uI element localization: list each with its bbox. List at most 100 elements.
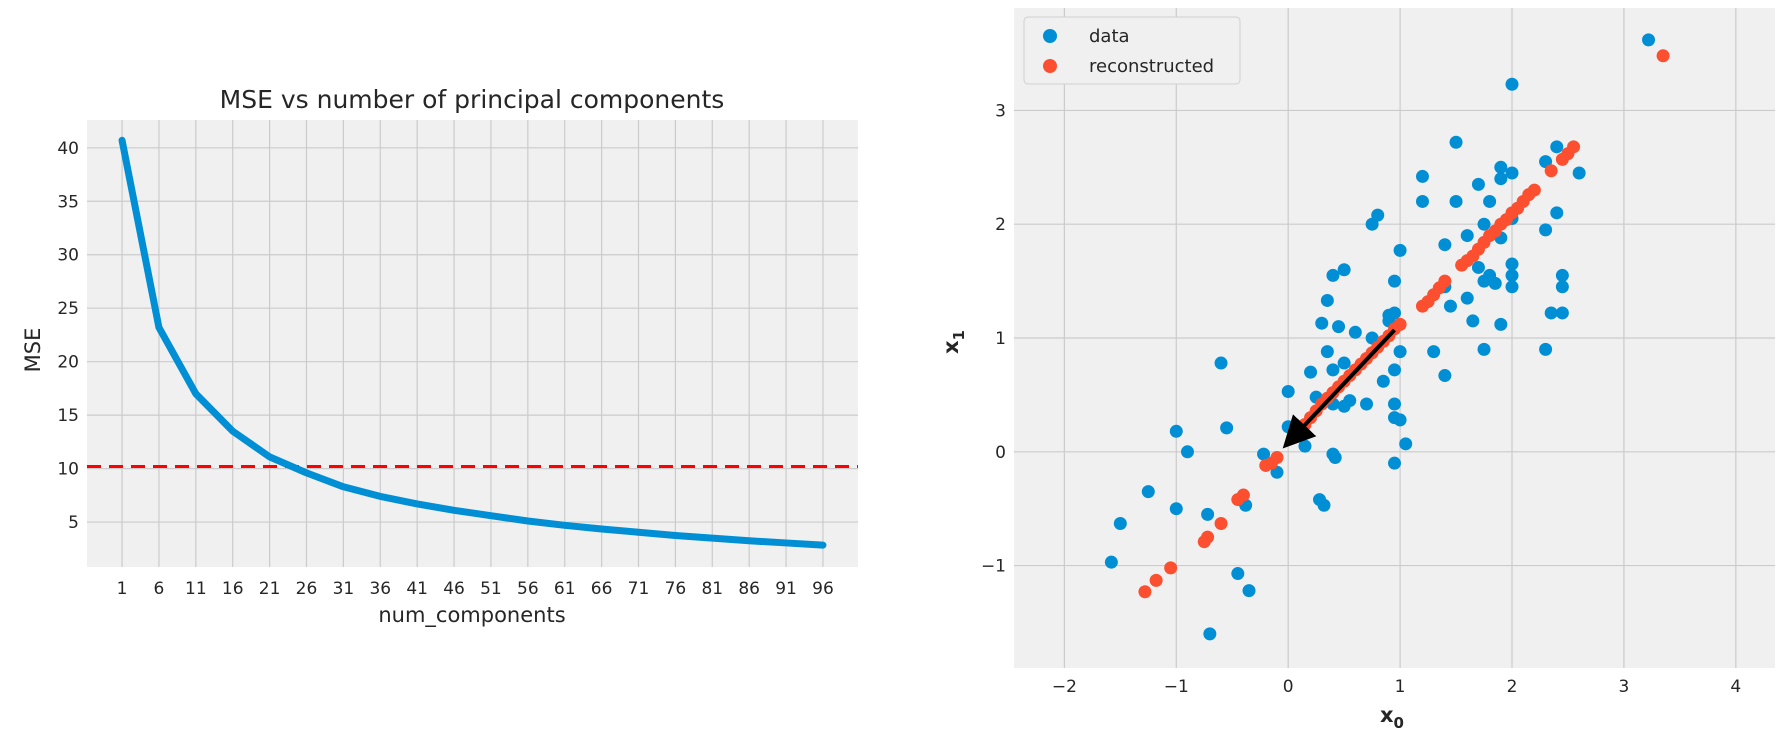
mse-x-tick-label: 1 [117, 579, 128, 599]
mse-chart-grid [87, 120, 858, 567]
data-point [1169, 424, 1183, 438]
data-point [1388, 363, 1401, 377]
data-point [1505, 77, 1519, 91]
data-point [1317, 498, 1331, 512]
mse-curve [118, 136, 827, 549]
data-point [1281, 384, 1295, 398]
pca-y-tick-label: 1 [995, 329, 1006, 349]
data-point [1304, 365, 1318, 379]
data-point [1427, 345, 1441, 359]
data-point [1298, 439, 1312, 453]
legend-box [1023, 16, 1241, 85]
pca-x-tick-label: 4 [1730, 677, 1741, 697]
data-point [1242, 584, 1256, 598]
data-point [1539, 223, 1553, 237]
mse-x-tick-label: 96 [812, 579, 834, 599]
data-point [1388, 397, 1401, 411]
reconstructed-point [1164, 561, 1178, 575]
data-point [1642, 33, 1656, 47]
pca-scatter-x-ticks: −2 −1 0 1 2 3 4 [1052, 677, 1741, 697]
data-point [1328, 450, 1342, 464]
mse-x-tick-label: 11 [185, 579, 207, 599]
mse-y-tick-label: 5 [68, 513, 79, 533]
mse-chart-y-axis-title: MSE [21, 328, 45, 373]
data-point [1348, 325, 1362, 339]
data-point [1477, 217, 1491, 231]
principal-component-arrow [1282, 328, 1396, 449]
data-point [1337, 399, 1351, 413]
pca-x-tick-label: −2 [1052, 677, 1077, 697]
pca-x-tick-label: 2 [1507, 677, 1518, 697]
data-point [1201, 507, 1215, 521]
data-point [1169, 502, 1183, 516]
data-point [1550, 140, 1564, 154]
legend-data-label: data [1089, 26, 1130, 47]
data-point [1438, 369, 1452, 383]
data-point [1505, 268, 1519, 282]
mse-x-tick-label: 21 [259, 579, 281, 599]
data-point [1220, 421, 1234, 435]
legend-data-marker [1043, 29, 1057, 43]
data-point [1505, 280, 1519, 294]
data-point [1505, 257, 1519, 271]
mse-x-tick-label: 86 [738, 579, 760, 599]
data-point [1572, 166, 1586, 180]
mse-chart-title: MSE vs number of principal components [220, 85, 725, 114]
mse-y-tick-label: 10 [57, 460, 79, 480]
data-point [1471, 260, 1485, 274]
pca-y-tick-label: 3 [995, 101, 1006, 121]
mse-x-tick-label: 91 [775, 579, 797, 599]
mse-x-tick-label: 46 [443, 579, 465, 599]
pca-scatter-legend: data reconstructed [1023, 16, 1241, 85]
data-point [1104, 555, 1118, 569]
pca-scatter-grid [1014, 8, 1775, 668]
data-point [1505, 166, 1519, 180]
mse-x-tick-label: 36 [369, 579, 391, 599]
data-point [1460, 229, 1474, 243]
legend-reconstructed-label: reconstructed [1089, 56, 1214, 77]
data-point [1555, 280, 1569, 294]
data-point [1460, 291, 1474, 305]
data-point [1539, 342, 1553, 356]
data-point [1214, 356, 1228, 370]
reconstructed-point [1455, 258, 1469, 272]
data-point [1360, 397, 1374, 411]
reconstructed-point [1555, 152, 1569, 166]
reconstructed-point [1544, 164, 1558, 178]
data-point [1438, 238, 1452, 252]
mse-x-tick-label: 66 [591, 579, 613, 599]
data-point [1471, 177, 1485, 191]
reconstructed-point [1149, 573, 1163, 587]
reconstructed-point [1415, 299, 1429, 313]
mse-y-tick-label: 35 [57, 192, 79, 212]
reconstructed-point [1138, 585, 1152, 599]
data-point [1466, 314, 1480, 328]
data-point [1494, 172, 1508, 186]
mse-x-tick-label: 16 [222, 579, 244, 599]
data-point [1113, 516, 1127, 530]
pca-scatter-y-ticks: −1 0 1 2 3 [981, 101, 1006, 576]
pca-x-tick-label: 0 [1283, 677, 1294, 697]
reconstructed-point [1656, 49, 1670, 63]
y-axis-title-subscript: 1 [950, 330, 968, 340]
pca-x-tick-label: 1 [1395, 677, 1406, 697]
data-point [1555, 268, 1569, 282]
data-point [1483, 194, 1497, 208]
data-point [1320, 293, 1334, 307]
mse-chart-x-ticks: 1 6 11 16 21 26 31 36 41 46 51 56 61 66 71 76 81 86 91 96 [117, 579, 834, 599]
data-point [1494, 317, 1508, 331]
data-point [1388, 274, 1401, 288]
pca-x-tick-label: −1 [1164, 677, 1189, 697]
data-point [1488, 276, 1502, 290]
data-point [1337, 356, 1351, 370]
data-point [1550, 206, 1564, 220]
y-axis-title-main: x [939, 340, 963, 354]
data-point [1415, 169, 1429, 183]
mse-x-tick-label: 56 [517, 579, 539, 599]
mse-x-tick-label: 51 [480, 579, 502, 599]
data-point [1141, 485, 1155, 499]
mse-x-tick-label: 6 [154, 579, 165, 599]
